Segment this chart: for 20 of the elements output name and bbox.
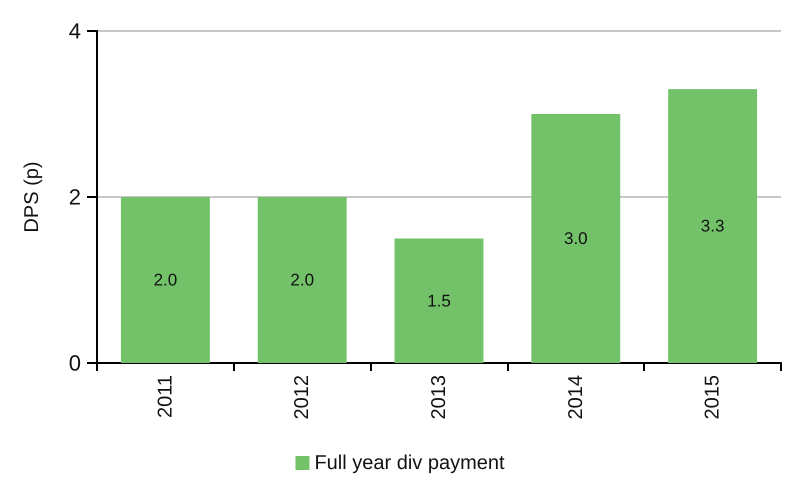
data-label: 3.0 (564, 229, 588, 248)
x-tick-label: 2013 (428, 375, 450, 420)
bar (394, 238, 484, 363)
y-axis-title: DPS (p) (21, 161, 43, 233)
legend-label: Full year div payment (314, 452, 505, 474)
bar (120, 197, 210, 363)
bar (531, 114, 620, 363)
x-tick-label: 2015 (702, 375, 724, 420)
x-tick-label: 2014 (564, 375, 587, 420)
data-label: 2.0 (290, 270, 314, 290)
bar (258, 197, 347, 363)
data-label: 2.0 (154, 270, 178, 290)
y-tick-label: 4 (68, 18, 81, 44)
y-tick-label: 0 (68, 350, 81, 376)
x-tick-label: 2011 (154, 375, 176, 418)
bar (668, 89, 758, 363)
data-label: 1.5 (427, 291, 451, 310)
x-tick-label: 2012 (291, 375, 314, 420)
data-label: 3.3 (700, 216, 724, 236)
y-tick-label: 2 (68, 184, 81, 210)
